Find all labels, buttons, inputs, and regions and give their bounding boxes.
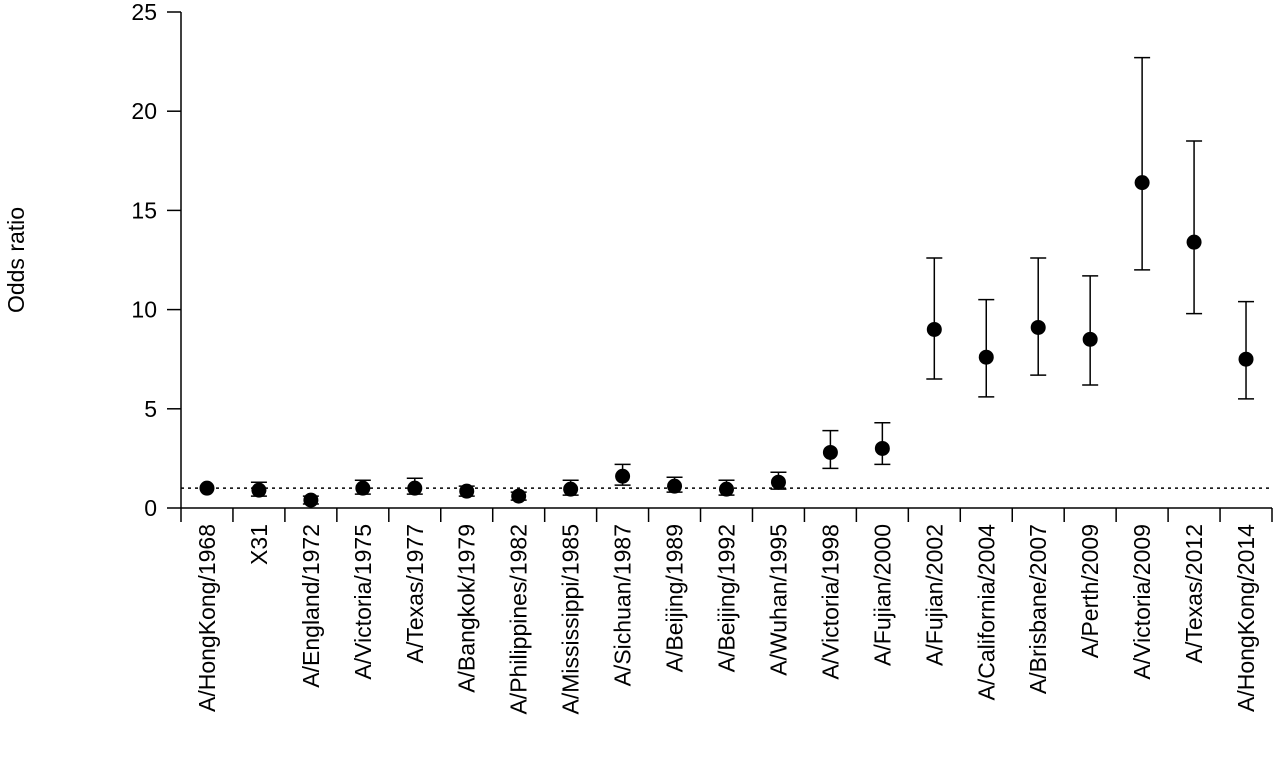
x-tick-label: A/Sichuan/1987 <box>610 524 636 686</box>
data-point <box>563 481 579 497</box>
error-bar <box>926 257 943 380</box>
error-bar <box>1238 300 1255 400</box>
x-tick-label: A/Wuhan/1995 <box>765 524 791 676</box>
x-tick-label: A/Texas/2012 <box>1181 524 1207 663</box>
data-point <box>926 321 942 337</box>
data-point <box>355 480 371 496</box>
y-tick-label: 15 <box>131 197 157 223</box>
x-tick-label: A/HongKong/2014 <box>1233 524 1259 712</box>
data-point <box>1186 234 1202 250</box>
y-tick-label: 20 <box>131 98 157 124</box>
y-tick-label: 10 <box>131 297 157 323</box>
y-axis: 0 5 10 15 20 25 <box>131 0 182 521</box>
data-point <box>251 482 267 498</box>
x-tick-label: A/Fujian/2002 <box>921 524 947 666</box>
data-points <box>199 175 1254 508</box>
data-point <box>1238 351 1254 367</box>
data-point <box>459 483 475 499</box>
data-point <box>874 440 890 456</box>
data-point <box>1030 319 1046 335</box>
x-tick-label: A/Philippines/1982 <box>506 524 532 715</box>
data-point <box>407 480 423 496</box>
x-tick-label: A/Brisbane/2007 <box>1025 524 1051 694</box>
y-tick-label: 25 <box>131 0 157 25</box>
x-tick-label: A/Fujian/2000 <box>869 524 895 666</box>
data-point <box>822 444 838 460</box>
x-tick-label: A/Texas/1977 <box>402 524 428 663</box>
data-point <box>719 481 734 497</box>
x-tick-label: A/Victoria/1975 <box>350 524 376 680</box>
x-axis: A/HongKong/1968 X31 A/England/1972 A/Victor… <box>180 507 1273 715</box>
data-point <box>1134 175 1150 191</box>
error-bar <box>1030 257 1047 376</box>
data-point <box>615 468 631 484</box>
data-point <box>667 478 683 494</box>
data-point <box>770 474 786 490</box>
data-point <box>303 492 319 508</box>
x-tick-label: A/England/1972 <box>298 524 324 688</box>
error-bar <box>978 298 995 398</box>
x-tick-label: A/Mississippi/1985 <box>558 524 584 714</box>
error-bar <box>1082 275 1099 386</box>
x-tick-label: X31 <box>246 524 272 565</box>
x-tick-label: A/Bangkok/1979 <box>454 524 480 693</box>
error-bar <box>1134 56 1151 271</box>
x-tick-label: A/Beijing/1989 <box>662 524 688 672</box>
data-point <box>199 480 215 496</box>
data-point <box>1082 331 1098 347</box>
error-bar <box>1186 140 1203 315</box>
data-point <box>511 488 527 504</box>
y-axis-title: Odds ratio <box>3 207 29 313</box>
y-tick-label: 5 <box>144 396 157 422</box>
y-tick-label: 0 <box>144 495 157 521</box>
x-tick-label: A/California/2004 <box>973 524 999 701</box>
error-bars <box>250 56 1255 505</box>
x-tick-label: A/Perth/2009 <box>1077 524 1103 658</box>
x-tick-label: A/HongKong/1968 <box>194 524 220 712</box>
data-point <box>978 349 994 365</box>
x-tick-label: A/Victoria/2009 <box>1129 524 1155 680</box>
x-tick-label: A/Victoria/1998 <box>817 524 843 680</box>
x-tick-label: A/Beijing/1992 <box>714 524 740 672</box>
